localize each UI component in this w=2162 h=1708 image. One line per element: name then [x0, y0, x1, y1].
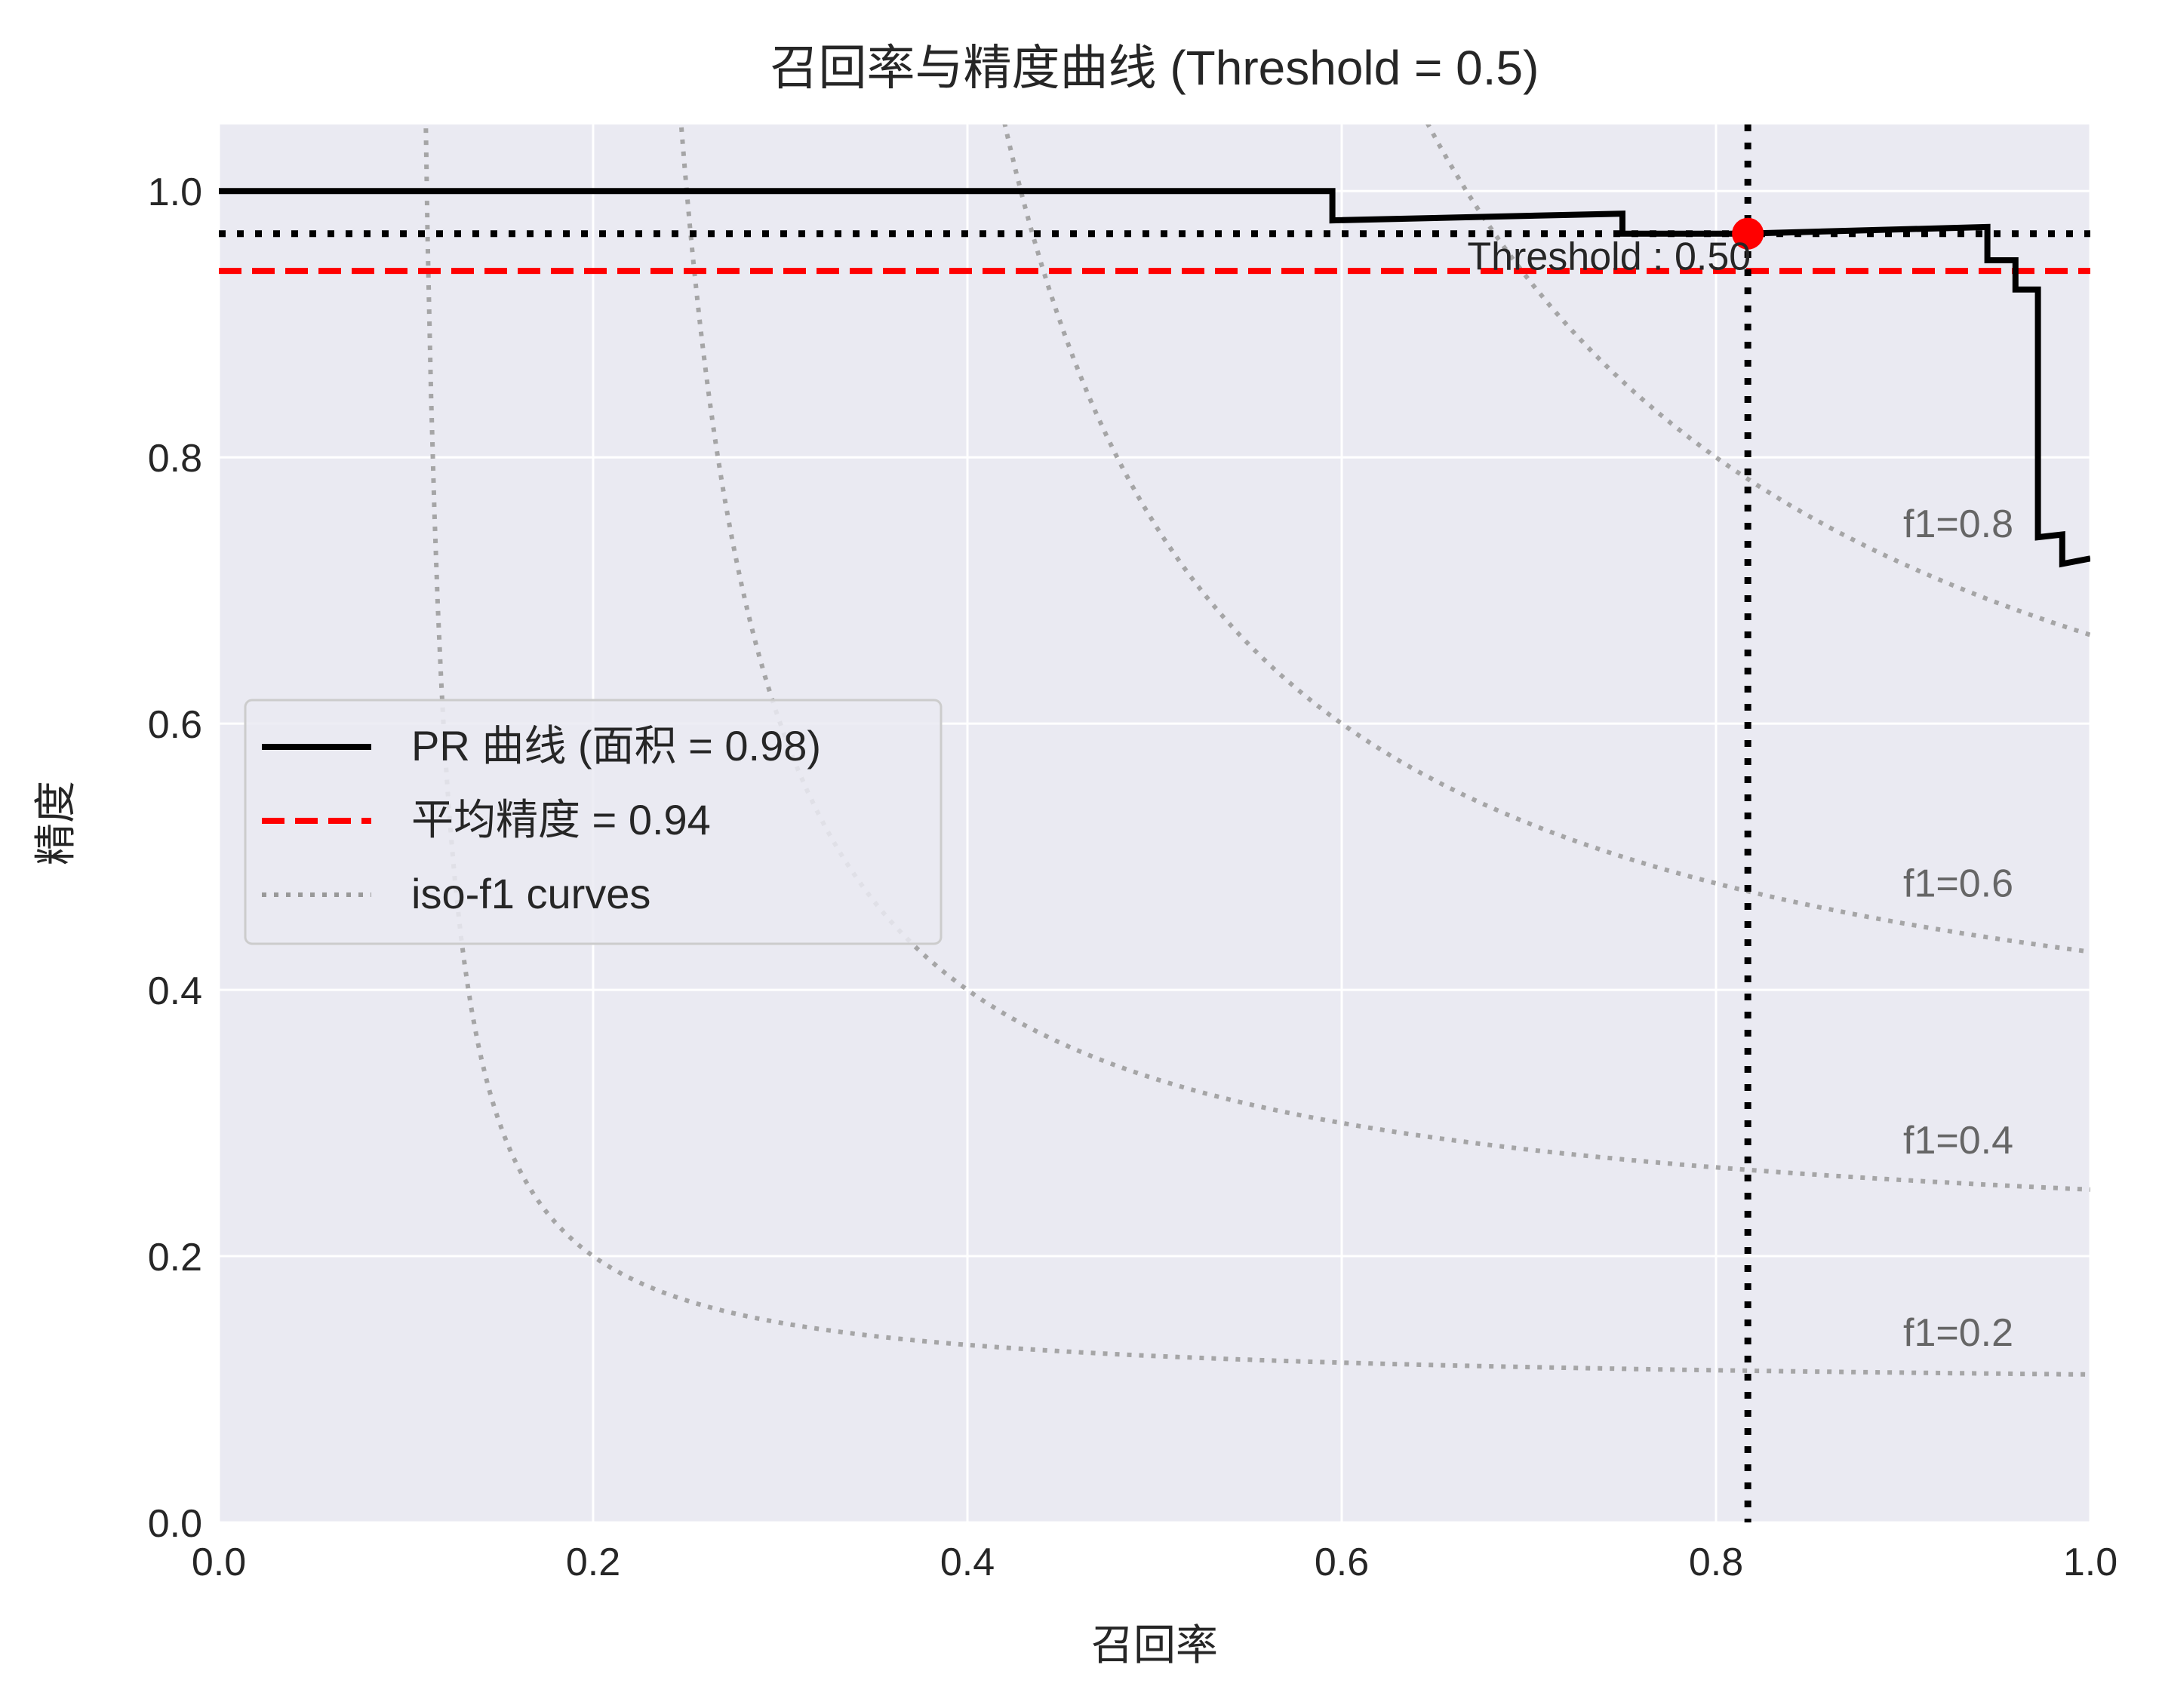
x-tick-label: 0.0: [192, 1541, 246, 1584]
y-tick-label: 0.8: [148, 437, 202, 481]
iso-f1-label: f1=0.4: [1903, 1119, 2013, 1163]
iso-f1-label: f1=0.2: [1903, 1311, 2013, 1355]
y-tick-label: 0.6: [148, 703, 202, 747]
y-axis-label: 精度: [32, 781, 79, 865]
x-tick-label: 1.0: [2063, 1541, 2117, 1584]
legend-label-average-precision: 平均精度 = 0.94: [411, 796, 711, 843]
threshold-label: Threshold : 0.50: [1467, 235, 1751, 279]
x-axis-label: 召回率: [1091, 1621, 1218, 1669]
pr-curve: [219, 188, 2090, 568]
tick-labels: 0.0 0.2 0.4 0.6 0.8 1.0 0.0 0.2 0.4 0.6 0.8 1.0 f1=0…: [148, 170, 2117, 1584]
chart-title: 召回率与精度曲线 (Threshold = 0.5): [770, 41, 1539, 95]
x-tick-label: 0.2: [566, 1541, 620, 1584]
y-tick-label: 0.4: [148, 969, 202, 1013]
iso-f1-label: f1=0.8: [1903, 502, 2013, 546]
y-tick-label: 1.0: [148, 170, 202, 214]
y-tick-label: 0.2: [148, 1236, 202, 1279]
legend: PR 曲线 (面积 = 0.98) 平均精度 = 0.94 iso-f1 cur…: [244, 699, 943, 945]
threshold-marker: [1732, 217, 1764, 250]
x-tick-label: 0.4: [940, 1541, 995, 1584]
pr-curve-layer: [219, 188, 2090, 568]
iso-f1-label: f1=0.6: [1903, 862, 2013, 906]
legend-label-iso-f1: iso-f1 curves: [411, 870, 650, 917]
y-tick-label: 0.0: [148, 1502, 202, 1546]
iso-f1-curve: [423, 124, 2090, 1377]
legend-label-pr-curve: PR 曲线 (面积 = 0.98): [411, 722, 821, 770]
iso-f1-curves: [423, 124, 2090, 1377]
x-tick-label: 0.6: [1315, 1541, 1369, 1584]
legend-box: [244, 699, 943, 945]
x-tick-label: 0.8: [1689, 1541, 1743, 1584]
